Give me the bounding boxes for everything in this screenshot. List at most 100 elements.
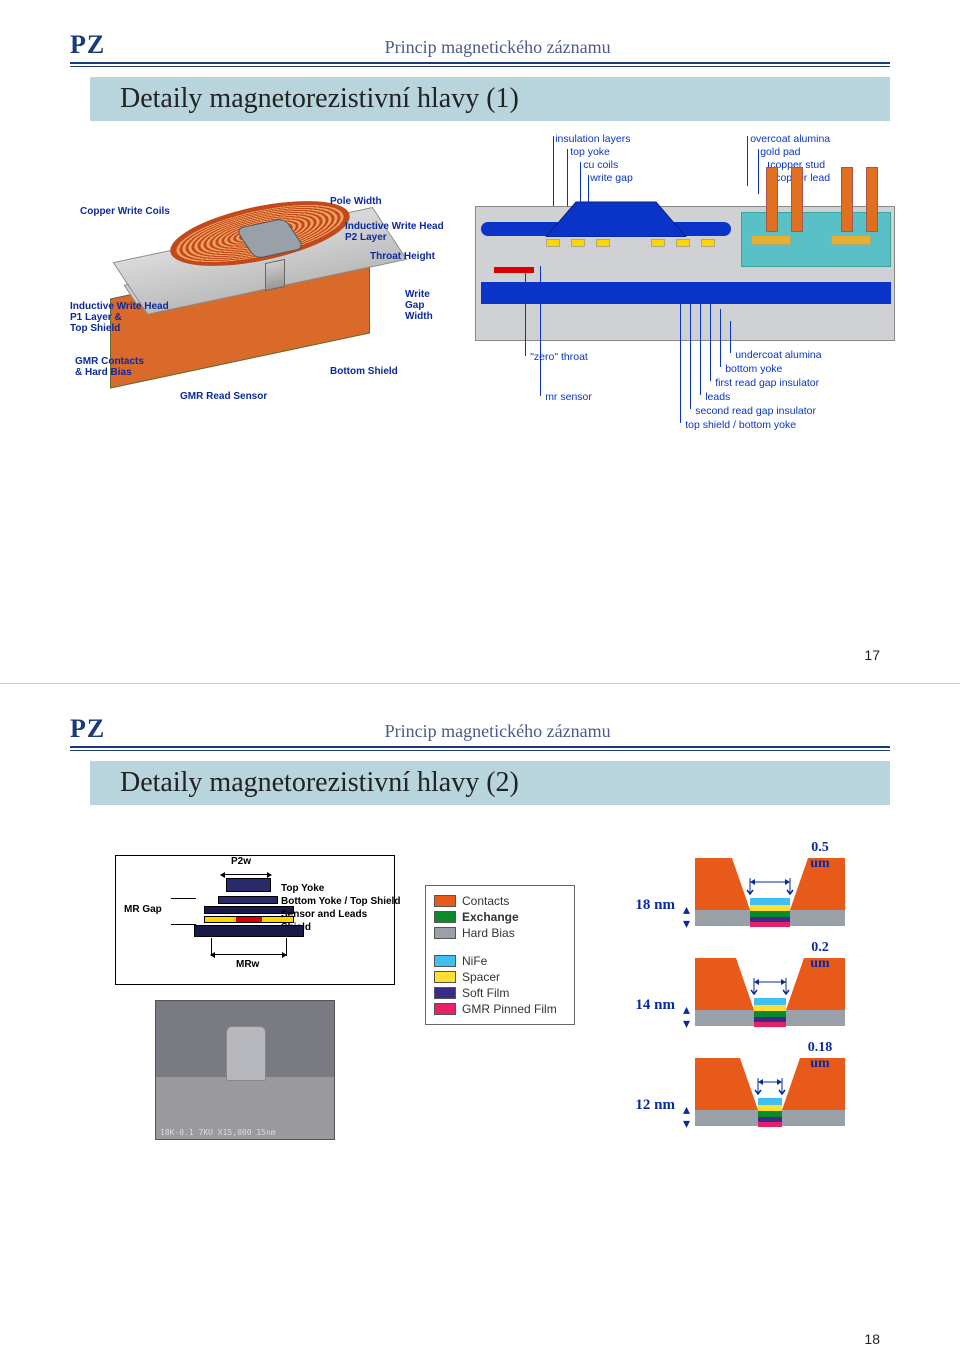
legend-label: NiFe xyxy=(462,954,487,968)
cs-copper-stud xyxy=(866,167,878,232)
legend-item: NiFe xyxy=(434,954,566,968)
tick xyxy=(211,938,212,956)
lbl-mr-gap: MR Gap xyxy=(124,904,162,915)
lbl-iwh-p1: Inductive Write Head P1 Layer & Top Shie… xyxy=(70,301,169,334)
slide-1: PZ Princip magnetického záznamu Detaily … xyxy=(0,0,960,683)
lbl-throat-height: Throat Height xyxy=(370,251,435,262)
lbl-mrw: MRw xyxy=(236,959,259,970)
gmr-stack-column: 18 nm▴▾0.5 um14 nm▴▾0.2 um12 nm▴▾0.18 um xyxy=(605,865,845,1165)
sem-pole xyxy=(226,1026,266,1081)
slide2-title: Detaily magnetorezistivní hlavy (2) xyxy=(90,761,890,805)
tick xyxy=(720,309,721,367)
cs-shield-bar xyxy=(481,282,891,304)
logo: PZ xyxy=(70,714,105,744)
cs-mr-sensor xyxy=(494,267,534,273)
cs-coil xyxy=(571,239,585,247)
layer-top-yoke xyxy=(218,896,278,904)
tick xyxy=(525,271,526,356)
lbl-gmr-read-sensor: GMR Read Sensor xyxy=(180,391,267,402)
header-subtitle: Princip magnetického záznamu xyxy=(105,721,890,742)
lbl-undercoat: undercoat alumina xyxy=(735,349,821,361)
stack-width: 0.5 um xyxy=(795,840,845,872)
tick xyxy=(690,291,691,409)
slide1-header: PZ Princip magnetického záznamu xyxy=(70,30,890,64)
legend-swatch xyxy=(434,927,456,939)
dim-mrw xyxy=(211,954,286,955)
lbl-leads: leads xyxy=(705,391,730,403)
legend-item: Exchange xyxy=(434,910,566,924)
tick xyxy=(758,149,759,194)
lbl-top-yoke: top yoke xyxy=(570,146,610,158)
legend-item: Soft Film xyxy=(434,986,566,1000)
slide2-pagenum: 18 xyxy=(864,1331,880,1347)
cs-coil xyxy=(596,239,610,247)
stack-thickness: 14 nm xyxy=(605,997,675,1014)
stack-thickness: 12 nm xyxy=(605,1097,675,1114)
lbl-write-gap-width: Write Gap Width xyxy=(405,289,433,322)
legend-swatch xyxy=(434,955,456,967)
cs-coil xyxy=(546,239,560,247)
slide1-pagenum: 17 xyxy=(864,647,880,663)
lead-mrgap-t xyxy=(171,898,196,899)
legend-swatch xyxy=(434,971,456,983)
cs-background xyxy=(475,206,895,341)
gmr-stack: 14 nm▴▾0.2 um xyxy=(605,965,845,1045)
layer-shield xyxy=(194,925,304,937)
schematic-column: P2w Top Yoke Bottom Yoke / Top Shield Se… xyxy=(115,855,395,1140)
slide2-header: PZ Princip magnetického záznamu xyxy=(70,714,890,748)
sem-micrograph: 18K-0.1 7KU X15,000 15nm xyxy=(155,1000,335,1140)
cross-section-diagram: insulation layers top yoke cu coils writ… xyxy=(475,151,890,451)
lbl-pole-width: Pole Width xyxy=(330,196,382,207)
legend-label: Hard Bias xyxy=(462,926,515,940)
legend-box: Contacts Exchange Hard Bias NiFe Spacer Soft … xyxy=(425,885,575,1025)
legend-label: Contacts xyxy=(462,894,509,908)
cs-copper-stud xyxy=(766,167,778,232)
legend-item: Spacer xyxy=(434,970,566,984)
lbl-top-shield-by: top shield / bottom yoke xyxy=(685,419,796,431)
gmr-stack: 12 nm▴▾0.18 um xyxy=(605,1065,845,1145)
legend-label: Soft Film xyxy=(462,986,509,1000)
cs-coil xyxy=(651,239,665,247)
cs-gold-pad xyxy=(831,235,871,245)
layer-p2 xyxy=(226,878,271,892)
lbl-bottom-shield: Bottom Shield xyxy=(330,366,398,377)
lbl-second-gap: second read gap insulator xyxy=(695,405,816,417)
lbl-write-gap: write gap xyxy=(590,172,633,184)
legend-item: GMR Pinned Film xyxy=(434,1002,566,1016)
slide-2: PZ Princip magnetického záznamu Detaily … xyxy=(0,684,960,1367)
tick xyxy=(540,266,541,396)
iso-pole-tip xyxy=(265,259,285,291)
lbl-zero-throat: "zero" throat xyxy=(530,351,588,363)
legend-swatch xyxy=(434,895,456,907)
lbl-mr-sensor: mr sensor xyxy=(545,391,592,403)
stack-width: 0.18 um xyxy=(795,1040,845,1072)
legend-label: GMR Pinned Film xyxy=(462,1002,557,1016)
cs-coil xyxy=(676,239,690,247)
legend-label: Exchange xyxy=(462,910,519,924)
lbl-by-ts: Bottom Yoke / Top Shield xyxy=(281,896,400,907)
tick xyxy=(730,321,731,353)
lbl-gold-pad: gold pad xyxy=(760,146,800,158)
legend-swatch xyxy=(434,987,456,999)
lbl-cu-coils: cu coils xyxy=(583,159,618,171)
tick xyxy=(680,286,681,423)
logo: PZ xyxy=(70,30,105,60)
lbl-gmr-contacts: GMR Contacts & Hard Bias xyxy=(75,356,144,378)
legend-item: Hard Bias xyxy=(434,926,566,940)
header-rule xyxy=(70,750,890,751)
dim-p2w xyxy=(221,874,271,875)
lbl-insulation: insulation layers xyxy=(555,133,630,145)
tick xyxy=(710,301,711,381)
slide1-diagram: Copper Write Coils Pole Width Inductive … xyxy=(70,151,890,451)
tick xyxy=(747,136,748,186)
legend-item: Contacts xyxy=(434,894,566,908)
legend-swatch xyxy=(434,1003,456,1015)
cs-gold-pad xyxy=(751,235,791,245)
legend-label: Spacer xyxy=(462,970,500,984)
lbl-top-yoke: Top Yoke xyxy=(281,883,324,894)
cs-copper-stud xyxy=(791,167,803,232)
lbl-iwh-p2: Inductive Write Head P2 Layer xyxy=(345,221,444,243)
tick xyxy=(700,296,701,395)
cs-coil xyxy=(701,239,715,247)
tick xyxy=(286,938,287,956)
